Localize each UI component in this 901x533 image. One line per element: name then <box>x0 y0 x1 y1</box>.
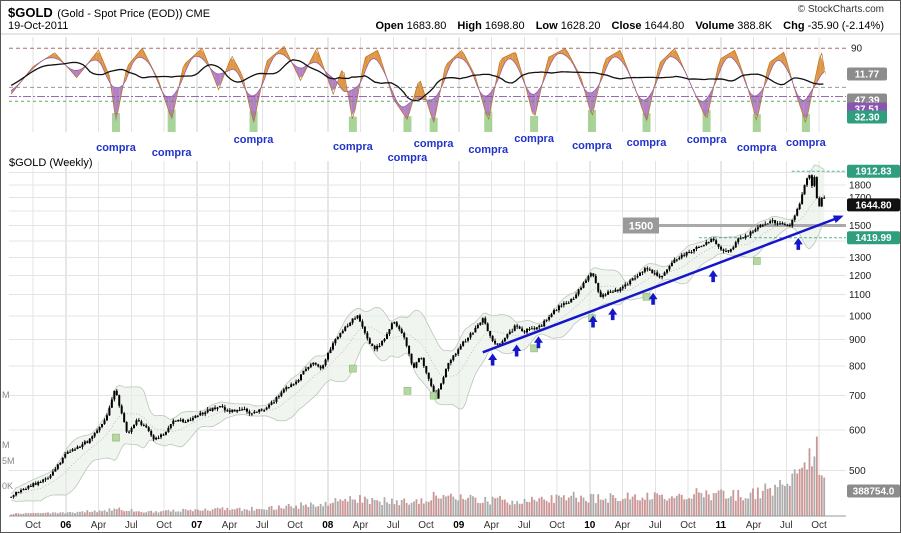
svg-text:Oct: Oct <box>418 520 434 531</box>
svg-text:1300: 1300 <box>849 253 872 264</box>
svg-text:Jul: Jul <box>387 520 400 531</box>
svg-text:compra: compra <box>687 134 728 146</box>
svg-text:Jul: Jul <box>649 520 662 531</box>
low-label: Low <box>535 20 558 32</box>
svg-text:500: 500 <box>849 466 866 477</box>
svg-text:1500: 1500 <box>629 220 653 232</box>
svg-text:0K: 0K <box>2 481 13 491</box>
svg-text:47.39: 47.39 <box>854 96 879 107</box>
svg-text:1100: 1100 <box>849 290 871 301</box>
open-label: Open <box>375 20 404 32</box>
oscillator-lines <box>10 45 825 124</box>
svg-text:1200: 1200 <box>849 271 872 282</box>
symbol-label: $GOLD <box>8 5 53 20</box>
svg-text:Jul: Jul <box>256 520 269 531</box>
chart-date: 19-Oct-2011 <box>8 20 69 32</box>
svg-text:Oct: Oct <box>811 520 827 531</box>
svg-text:Apr: Apr <box>353 520 369 531</box>
svg-text:10: 10 <box>584 520 596 531</box>
svg-text:700: 700 <box>849 391 866 402</box>
chg-value: -35.90 (-2.14%) <box>807 20 884 32</box>
svg-text:Apr: Apr <box>484 520 500 531</box>
svg-text:600: 600 <box>849 426 866 437</box>
svg-text:32.30: 32.30 <box>854 113 879 124</box>
chart-title: $GOLD (Gold - Spot Price (EOD)) CME <box>8 4 210 22</box>
svg-text:Oct: Oct <box>549 520 565 531</box>
svg-text:Apr: Apr <box>615 520 631 531</box>
svg-text:compra: compra <box>414 138 455 150</box>
svg-text:1500: 1500 <box>849 221 872 232</box>
threshold-lines <box>9 47 846 102</box>
svg-text:compra: compra <box>627 137 668 149</box>
svg-text:M: M <box>2 390 10 400</box>
x-axis-labels: Oct 06 Apr Jul Oct 07 Apr Jul Oct 08 Apr Jul Oct 09 Ap… <box>25 520 827 531</box>
chg-label: Chg <box>783 20 805 32</box>
low-value: 1628.20 <box>560 20 601 32</box>
candles <box>10 174 826 499</box>
left-axis-labels: M M 5M 0K <box>2 390 15 491</box>
high-label: High <box>457 20 482 32</box>
quote-line: Open 1683.80 High 1698.80 Low 1628.20 Close… <box>367 20 884 32</box>
svg-text:37.51: 37.51 <box>854 105 879 116</box>
svg-text:Oct: Oct <box>680 520 696 531</box>
svg-text:compra: compra <box>96 142 137 154</box>
svg-text:07: 07 <box>191 520 203 531</box>
open-value: 1683.80 <box>406 20 447 32</box>
svg-text:1800: 1800 <box>849 180 872 191</box>
svg-text:09: 09 <box>453 520 465 531</box>
svg-text:1644.80: 1644.80 <box>855 200 892 211</box>
svg-text:800: 800 <box>849 361 866 372</box>
high-value: 1698.80 <box>484 20 525 32</box>
trendline <box>482 215 844 354</box>
svg-text:compra: compra <box>572 140 613 152</box>
svg-text:11: 11 <box>715 520 726 531</box>
level-lines <box>698 170 846 239</box>
close-label: Close <box>611 20 642 32</box>
svg-text:compra: compra <box>152 147 193 159</box>
svg-text:compra: compra <box>234 134 275 146</box>
svg-text:Oct: Oct <box>156 520 172 531</box>
main-panel-title: $GOLD (Weekly) <box>9 157 93 169</box>
svg-text:06: 06 <box>60 520 72 531</box>
svg-text:M: M <box>2 440 10 450</box>
price-band <box>10 164 825 503</box>
svg-text:1419.99: 1419.99 <box>855 233 892 244</box>
volume-label: Volume <box>695 20 735 32</box>
svg-text:90: 90 <box>851 44 863 55</box>
svg-text:Apr: Apr <box>91 520 107 531</box>
svg-text:08: 08 <box>322 520 334 531</box>
svg-text:compra: compra <box>786 137 827 149</box>
svg-text:5M: 5M <box>2 456 15 466</box>
svg-text:11.77: 11.77 <box>855 70 880 81</box>
symbol-description: (Gold - Spot Price (EOD)) CME <box>57 8 211 20</box>
compra-labels: compra compra compra compra compra compra comp… <box>96 133 827 164</box>
svg-text:compra: compra <box>514 133 555 145</box>
copyright-label: © StockCharts.com <box>797 4 884 15</box>
svg-text:1912.83: 1912.83 <box>855 167 892 178</box>
svg-text:388754.0: 388754.0 <box>853 487 895 498</box>
svg-text:Apr: Apr <box>222 520 238 531</box>
svg-text:Apr: Apr <box>746 520 762 531</box>
buy-arrows <box>488 237 803 366</box>
svg-text:Jul: Jul <box>780 520 793 531</box>
svg-text:compra: compra <box>388 152 429 164</box>
volume-value: 388.8K <box>737 20 773 32</box>
svg-text:1000: 1000 <box>849 312 872 323</box>
svg-text:900: 900 <box>849 335 866 346</box>
svg-text:Oct: Oct <box>25 520 41 531</box>
price-axis-boxes: 1912.83 1644.80 1419.99 388754.0 <box>847 164 900 498</box>
svg-text:Jul: Jul <box>518 520 531 531</box>
volume-bars <box>10 436 826 516</box>
svg-text:compra: compra <box>737 142 778 154</box>
svg-text:compra: compra <box>333 141 374 153</box>
svg-text:compra: compra <box>468 144 509 156</box>
svg-text:Oct: Oct <box>287 520 303 531</box>
svg-text:Jul: Jul <box>125 520 138 531</box>
close-value: 1644.80 <box>644 20 685 32</box>
